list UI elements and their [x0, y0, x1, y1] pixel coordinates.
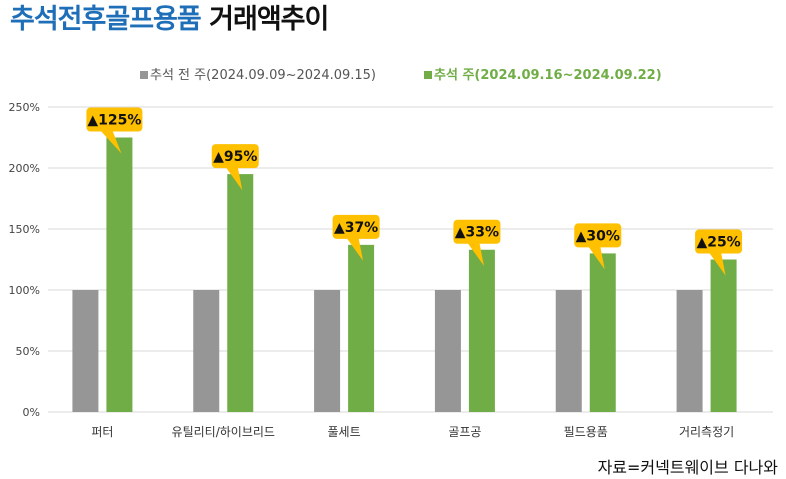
callout-tail	[709, 252, 726, 276]
bar-before	[72, 290, 99, 412]
grid-lines	[48, 106, 773, 413]
x-tick-label: 거리측정기	[679, 425, 734, 439]
callout-label: ▲95%	[213, 149, 257, 165]
x-tick-label: 유틸리티/하이브리드	[172, 425, 275, 439]
title-rest: 거래액추이	[209, 4, 329, 35]
source-note: 자료=커넥트웨이브 다나와	[597, 458, 778, 477]
callout-tail	[588, 246, 605, 270]
x-tick-label: 풀세트	[328, 425, 361, 439]
legend: 추석 전 주(2024.09.09~2024.09.15) 추석 주(2024.0…	[140, 67, 662, 83]
x-tick-label: 퍼터	[91, 425, 113, 439]
bar-before	[314, 290, 341, 412]
title-highlight: 추석전후골프용품	[10, 4, 202, 35]
callout: ▲125%	[86, 107, 143, 154]
callout-tail	[346, 237, 364, 261]
y-tick-label: 50%	[16, 345, 40, 358]
callout-label: ▲33%	[455, 225, 499, 241]
x-axis: 퍼터 유틸리티/하이브리드 풀세트 골프공 필드용품 거리측정기	[91, 425, 734, 439]
bar-before	[676, 290, 703, 412]
legend-swatch	[140, 71, 148, 79]
callout-tail	[467, 242, 484, 266]
y-tick-label: 150%	[9, 223, 40, 236]
callout-tail	[100, 130, 122, 154]
y-tick-label: 100%	[9, 284, 40, 297]
bar-after	[468, 249, 495, 412]
callout: ▲95%	[211, 144, 259, 191]
callout: ▲33%	[453, 219, 501, 266]
callouts: ▲125% ▲95% ▲37% ▲33% ▲30% ▲25%	[86, 107, 743, 276]
callout-label: ▲125%	[87, 113, 141, 129]
y-tick-label: 250%	[9, 101, 40, 114]
y-tick-label: 200%	[9, 162, 40, 175]
callout-tail	[225, 167, 243, 191]
legend-label: 추석 전 주(2024.09.09~2024.09.15)	[150, 68, 376, 83]
bar-after	[348, 244, 375, 412]
bar-after	[589, 253, 616, 412]
callout: ▲25%	[695, 229, 743, 276]
callout: ▲30%	[574, 223, 622, 270]
callout-label: ▲37%	[334, 220, 378, 236]
callout-label: ▲25%	[696, 235, 740, 251]
bar-after	[227, 174, 254, 412]
y-axis: 0% 50% 100% 150% 200% 250%	[9, 101, 40, 419]
bar-before	[193, 290, 220, 412]
bar-before	[434, 290, 461, 412]
legend-label: 추석 주(2024.09.16~2024.09.22)	[434, 67, 662, 83]
bar-after	[106, 137, 133, 412]
legend-swatch	[424, 71, 432, 79]
y-tick-label: 0%	[23, 406, 40, 419]
bars	[72, 137, 737, 412]
x-tick-label: 골프공	[448, 425, 481, 439]
x-tick-label: 필드용품	[564, 425, 608, 439]
callout-label: ▲30%	[576, 228, 620, 244]
bar-after	[710, 259, 737, 412]
callout: ▲37%	[332, 214, 380, 261]
chart-title: 추석전후골프용품 거래액추이	[10, 2, 329, 38]
bar-before	[555, 290, 582, 412]
